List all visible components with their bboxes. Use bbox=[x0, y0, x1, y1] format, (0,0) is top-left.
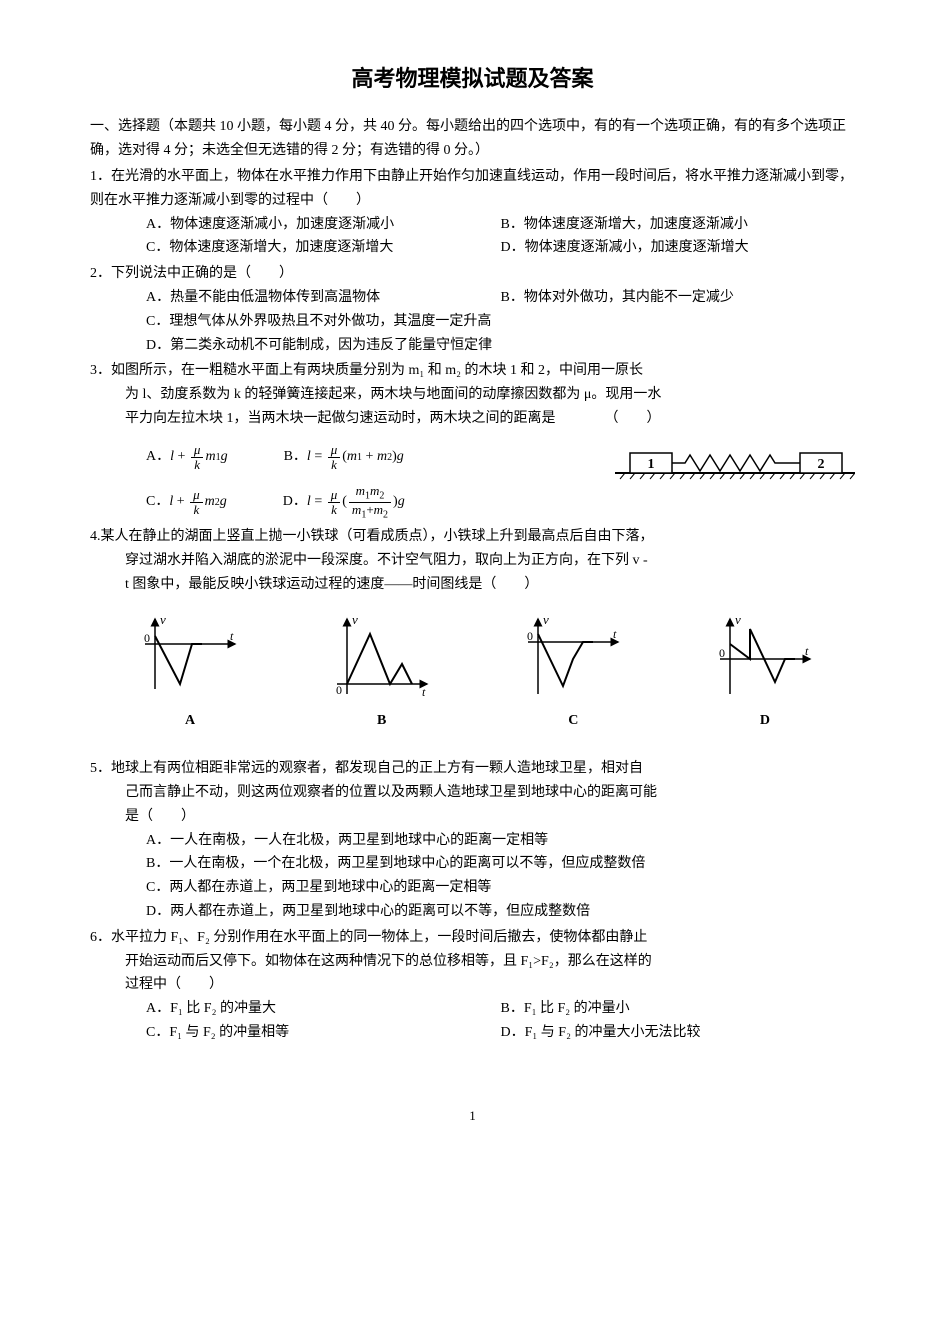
svg-text:t: t bbox=[613, 627, 617, 641]
question-6: 6．水平拉力 F₁、F₂ 分别作用在水平面上的同一物体上，一段时间后撤去，使物体… bbox=[90, 926, 855, 1045]
q4-graphs: v t 0 A v t 0 B bbox=[90, 604, 855, 743]
section-header: 一、选择题（本题共 10 小题，每小题 4 分，共 40 分。每小题给出的四个选… bbox=[90, 115, 855, 163]
q4-label-a: A bbox=[120, 709, 260, 733]
q3-opt-c: C． l + μkm2g bbox=[146, 488, 227, 516]
q5-stem-l3: 是（ ） bbox=[90, 805, 855, 829]
q4-graph-a: v t 0 A bbox=[120, 614, 260, 733]
question-1: 1．在光滑的水平面上，物体在水平推力作用下由静止开始作匀加速直线运动，作用一段时… bbox=[90, 165, 855, 260]
q2-opt-c: C．理想气体从外界吸热且不对外做功，其温度一定升高 bbox=[90, 310, 855, 334]
block1-label: 1 bbox=[648, 457, 655, 472]
q3-stem-l3: 平力向左拉木块 1，当两木块一起做匀速运动时，两木块之间的距离是 （ ） bbox=[90, 407, 855, 431]
q6-opt-c: C．F₁ 与 F₂ 的冲量相等 bbox=[146, 1021, 501, 1045]
q4-label-b: B bbox=[312, 709, 452, 733]
q3-opt-d: D． l = μk(m1m2m1+m2)g bbox=[283, 484, 405, 521]
q1-opt-b: B．物体速度逐渐增大，加速度逐渐减小 bbox=[501, 213, 856, 237]
question-2: 2．下列说法中正确的是（ ） A．热量不能由低温物体传到高温物体 B．物体对外做… bbox=[90, 262, 855, 357]
q3-opts-row1: A． l + μkm1g B． l = μk(m1 + m2)g bbox=[90, 435, 855, 480]
q6-stem-l3: 过程中（ ） bbox=[90, 973, 855, 997]
q4-label-d: D bbox=[695, 709, 835, 733]
section-text: 一、选择题（本题共 10 小题，每小题 4 分，共 40 分。每小题给出的四个选… bbox=[90, 119, 846, 158]
svg-text:0: 0 bbox=[527, 629, 533, 643]
q6-row1: A．F₁ 比 F₂ 的冲量大 B．F₁ 比 F₂ 的冲量小 bbox=[90, 997, 855, 1021]
question-3: 3．如图所示，在一粗糙水平面上有两块质量分别为 m₁ 和 m₂ 的木块 1 和 … bbox=[90, 359, 855, 521]
q1-opt-a: A．物体速度逐渐减小，加速度逐渐减小 bbox=[146, 213, 501, 237]
q3-opts-row2: C． l + μkm2g D． l = μk(m1m2m1+m2)g bbox=[90, 484, 855, 521]
q5-opt-b: B．一人在南极，一个在北极，两卫星到地球中心的距离可以不等，但应成整数倍 bbox=[90, 852, 855, 876]
q6-opt-a: A．F₁ 比 F₂ 的冲量大 bbox=[146, 997, 501, 1021]
svg-text:v: v bbox=[543, 614, 549, 627]
q5-opt-d: D．两人都在赤道上，两卫星到地球中心的距离可以不等，但应成整数倍 bbox=[90, 900, 855, 924]
svg-text:0: 0 bbox=[144, 631, 150, 645]
svg-text:0: 0 bbox=[719, 646, 725, 660]
svg-text:v: v bbox=[352, 614, 358, 627]
page-number: 1 bbox=[90, 1105, 855, 1127]
svg-text:0: 0 bbox=[336, 683, 342, 697]
svg-text:t: t bbox=[230, 629, 234, 643]
q2-opt-b: B．物体对外做功，其内能不一定减少 bbox=[501, 286, 856, 310]
question-4: 4.某人在静止的湖面上竖直上抛一小铁球（可看成质点），小铁球上升到最高点后自由下… bbox=[90, 525, 855, 743]
svg-text:v: v bbox=[735, 614, 741, 627]
q2-opt-a: A．热量不能由低温物体传到高温物体 bbox=[146, 286, 501, 310]
page-title: 高考物理模拟试题及答案 bbox=[90, 60, 855, 97]
q6-opt-b: B．F₁ 比 F₂ 的冲量小 bbox=[501, 997, 856, 1021]
q3-c-pre: C． bbox=[146, 490, 169, 514]
q2-opt-d: D．第二类永动机不可能制成，因为违反了能量守恒定律 bbox=[90, 334, 855, 358]
svg-text:t: t bbox=[422, 685, 426, 699]
q3-a-pre: A． bbox=[146, 445, 170, 469]
q6-stem-l1: 6．水平拉力 F₁、F₂ 分别作用在水平面上的同一物体上，一段时间后撤去，使物体… bbox=[90, 926, 855, 950]
q6-stem-l2: 开始运动而后又停下。如物体在这两种情况下的总位移相等，且 F₁>F₂，那么在这样… bbox=[90, 950, 855, 974]
q4-graph-d: v t 0 D bbox=[695, 614, 835, 733]
q4-label-c: C bbox=[503, 709, 643, 733]
svg-text:t: t bbox=[805, 644, 809, 658]
block2-label: 2 bbox=[818, 457, 825, 472]
q3-b-pre: B． bbox=[284, 445, 307, 469]
q5-stem-l1: 5．地球上有两位相距非常远的观察者，都发现自己的正上方有一颗人造地球卫星，相对自 bbox=[90, 757, 855, 781]
q4-graph-c: v t 0 C bbox=[503, 614, 643, 733]
q1-opt-c: C．物体速度逐渐增大，加速度逐渐增大 bbox=[146, 236, 501, 260]
q1-options-row1: A．物体速度逐渐减小，加速度逐渐减小 B．物体速度逐渐增大，加速度逐渐减小 bbox=[90, 213, 855, 237]
q4-stem-l2: 穿过湖水并陷入湖底的淤泥中一段深度。不计空气阻力，取向上为正方向，在下列 v - bbox=[90, 549, 855, 573]
q4-graph-b: v t 0 B bbox=[312, 614, 452, 733]
q5-opt-a: A．一人在南极，一人在北极，两卫星到地球中心的距离一定相等 bbox=[90, 829, 855, 853]
q3-opt-a: A． l + μkm1g bbox=[146, 443, 228, 471]
q1-options-row2: C．物体速度逐渐增大，加速度逐渐增大 D．物体速度逐渐减小，加速度逐渐增大 bbox=[90, 236, 855, 260]
q4-stem-l1: 4.某人在静止的湖面上竖直上抛一小铁球（可看成质点），小铁球上升到最高点后自由下… bbox=[90, 525, 855, 549]
q3-opt-b: B． l = μk(m1 + m2)g bbox=[284, 443, 404, 471]
q3-d-pre: D． bbox=[283, 490, 307, 514]
q5-opt-c: C．两人都在赤道上，两卫星到地球中心的距离一定相等 bbox=[90, 876, 855, 900]
svg-text:v: v bbox=[160, 614, 166, 627]
q1-stem: 1．在光滑的水平面上，物体在水平推力作用下由静止开始作匀加速直线运动，作用一段时… bbox=[90, 165, 855, 213]
q6-row2: C．F₁ 与 F₂ 的冲量相等 D．F₁ 与 F₂ 的冲量大小无法比较 bbox=[90, 1021, 855, 1045]
q3-stem-l2: 为 l、劲度系数为 k 的轻弹簧连接起来，两木块与地面间的动摩擦因数都为 μ。现… bbox=[90, 383, 855, 407]
q2-row1: A．热量不能由低温物体传到高温物体 B．物体对外做功，其内能不一定减少 bbox=[90, 286, 855, 310]
q4-stem-l3: t 图象中，最能反映小铁球运动过程的速度——时间图线是（ ） bbox=[90, 573, 855, 597]
q1-opt-d: D．物体速度逐渐减小，加速度逐渐增大 bbox=[501, 236, 856, 260]
q3-stem-l1: 3．如图所示，在一粗糙水平面上有两块质量分别为 m₁ 和 m₂ 的木块 1 和 … bbox=[90, 359, 855, 383]
q5-stem-l2: 己而言静止不动，则这两位观察者的位置以及两颗人造地球卫星到地球中心的距离可能 bbox=[90, 781, 855, 805]
q6-opt-d: D．F₁ 与 F₂ 的冲量大小无法比较 bbox=[501, 1021, 856, 1045]
question-5: 5．地球上有两位相距非常远的观察者，都发现自己的正上方有一颗人造地球卫星，相对自… bbox=[90, 757, 855, 924]
q2-stem: 2．下列说法中正确的是（ ） bbox=[90, 262, 855, 286]
spring-blocks-diagram: 1 2 bbox=[615, 435, 855, 480]
